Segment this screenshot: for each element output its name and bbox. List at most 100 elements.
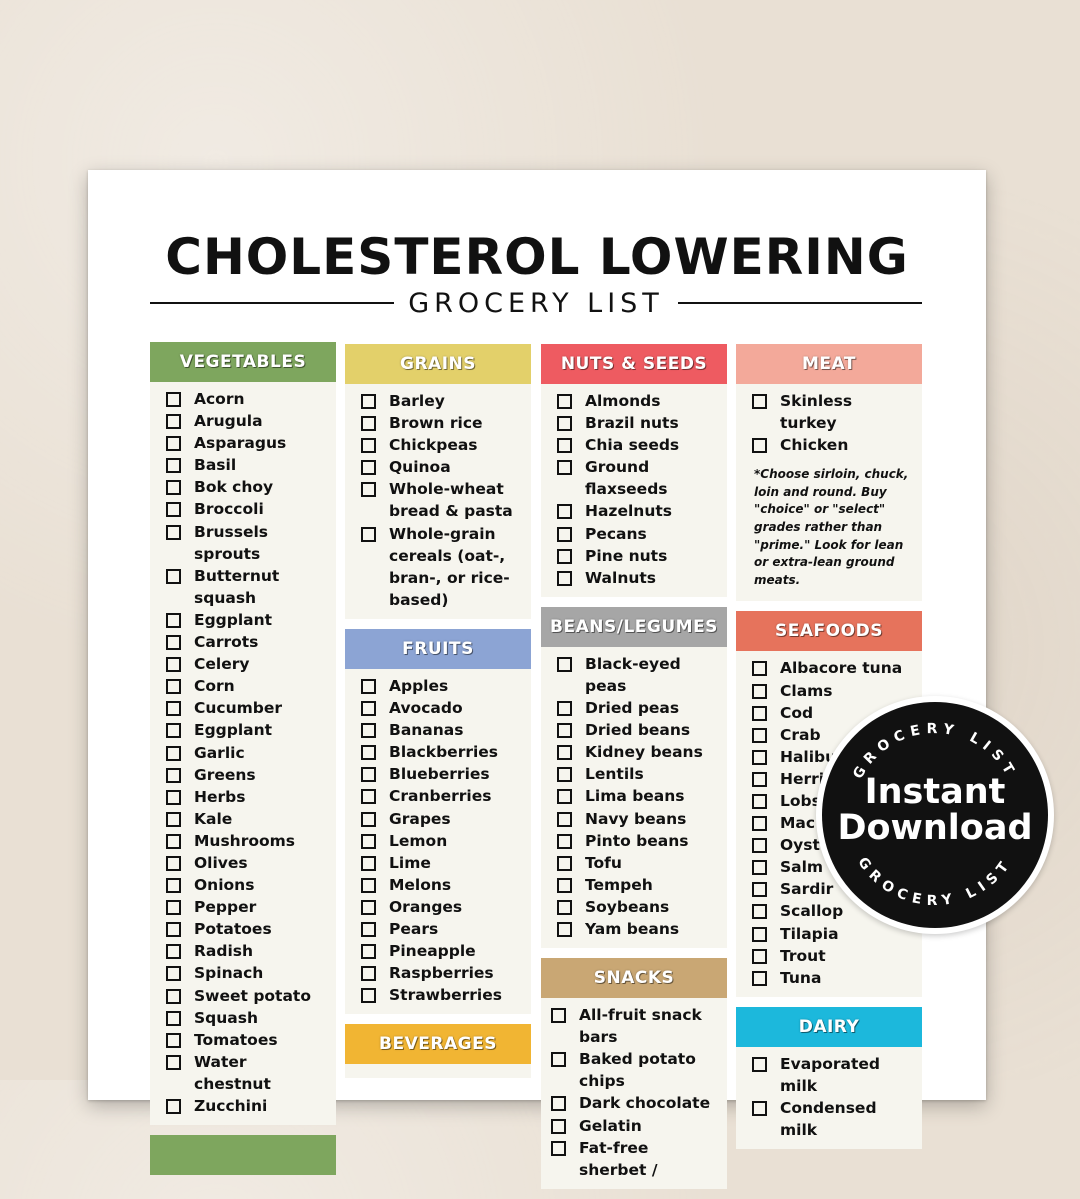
checkbox[interactable] [557,570,572,586]
checkbox[interactable] [361,482,376,498]
checkbox[interactable] [752,882,767,898]
checkbox[interactable] [166,1010,181,1026]
checklist-item[interactable]: Zucchini [164,1095,326,1117]
checklist-item[interactable]: Radish [164,940,326,962]
checklist-item[interactable]: Pepper [164,896,326,918]
checkbox[interactable] [166,745,181,761]
checklist-item[interactable]: Soybeans [555,896,717,918]
checkbox[interactable] [551,1118,566,1134]
checklist-item[interactable]: Tilapia [750,923,912,945]
checkbox[interactable] [166,392,181,407]
checklist-item[interactable]: Pinto beans [555,830,717,852]
checklist-item[interactable]: Cod [750,702,912,724]
checkbox[interactable] [361,526,376,542]
checkbox[interactable] [557,811,572,827]
checklist-item[interactable]: Eggplant [164,719,326,741]
checklist-item[interactable]: Basil [164,454,326,476]
checkbox[interactable] [557,877,572,893]
checkbox[interactable] [551,1008,566,1024]
checklist-item[interactable]: Sardir [750,878,912,900]
checkbox[interactable] [361,811,376,827]
checkbox[interactable] [551,1140,566,1156]
checkbox[interactable] [166,502,181,518]
checklist-item[interactable]: Cucumber [164,697,326,719]
checkbox[interactable] [752,926,767,942]
checkbox[interactable] [166,524,181,540]
checkbox[interactable] [166,900,181,916]
checkbox[interactable] [557,394,572,409]
checklist-item[interactable]: Melons [359,874,521,896]
checkbox[interactable] [166,414,181,430]
checklist-item[interactable]: Lima beans [555,785,717,807]
checkbox[interactable] [557,504,572,520]
checklist-item[interactable]: Whole-grain cereals (oat-, bran-, or ric… [359,523,521,611]
checklist-item[interactable]: Gelatin [549,1115,717,1137]
checkbox[interactable] [166,966,181,982]
checklist-item[interactable]: Acorn [164,388,326,410]
checklist-item[interactable]: Trout [750,945,912,967]
checklist-item[interactable]: Pineapple [359,940,521,962]
checkbox[interactable] [361,966,376,982]
checklist-item[interactable]: Pine nuts [555,545,717,567]
checkbox[interactable] [166,922,181,938]
checklist-item[interactable]: Greens [164,764,326,786]
checkbox[interactable] [752,860,767,876]
checkbox[interactable] [752,970,767,986]
checkbox[interactable] [557,723,572,739]
checklist-item[interactable]: Yam beans [555,918,717,940]
checklist-item[interactable]: Garlic [164,742,326,764]
checklist-item[interactable]: All-fruit snack bars [549,1004,717,1048]
checkbox[interactable] [166,811,181,827]
checklist-item[interactable]: Lemon [359,830,521,852]
checkbox[interactable] [557,745,572,761]
checkbox[interactable] [752,838,767,854]
checkbox[interactable] [166,701,181,717]
checklist-item[interactable]: Dark chocolate [549,1092,717,1114]
checklist-item[interactable]: Potatoes [164,918,326,940]
checkbox[interactable] [166,612,181,628]
checklist-item[interactable]: Butternut squash [164,565,326,609]
checklist-item[interactable]: Walnuts [555,567,717,589]
checkbox[interactable] [166,855,181,871]
checkbox[interactable] [557,416,572,432]
checklist-item[interactable]: Asparagus [164,432,326,454]
checklist-item[interactable]: Sweet potato [164,985,326,1007]
checklist-item[interactable]: Kale [164,808,326,830]
checklist-item[interactable]: Almonds [555,390,717,412]
checklist-item[interactable]: Baked potato chips [549,1048,717,1092]
checkbox[interactable] [752,904,767,920]
checkbox[interactable] [361,416,376,432]
checkbox[interactable] [551,1096,566,1112]
checkbox[interactable] [166,723,181,739]
checklist-item[interactable]: Squash [164,1007,326,1029]
checklist-item[interactable]: Chicken [750,434,912,456]
checklist-item[interactable]: Oyst [750,834,912,856]
checkbox[interactable] [752,727,767,743]
checklist-item[interactable]: Crab [750,724,912,746]
checkbox[interactable] [166,458,181,474]
checkbox[interactable] [166,436,181,452]
checkbox[interactable] [166,1032,181,1048]
checklist-item[interactable]: Blueberries [359,763,521,785]
checklist-item[interactable]: Albacore tuna [750,657,912,679]
checkbox[interactable] [752,438,767,454]
checkbox[interactable] [166,878,181,894]
checklist-item[interactable]: Chickpeas [359,434,521,456]
checklist-item[interactable]: Whole-wheat bread & pasta [359,478,521,522]
checkbox[interactable] [752,705,767,721]
checklist-item[interactable]: Raspberries [359,962,521,984]
checklist-item[interactable]: Water chestnut [164,1051,326,1095]
checkbox[interactable] [166,833,181,849]
checkbox[interactable] [557,767,572,783]
checklist-item[interactable]: Mac [750,812,912,834]
checklist-item[interactable]: Evaporated milk [750,1053,912,1097]
checklist-item[interactable]: Oranges [359,896,521,918]
checkbox[interactable] [361,394,376,409]
checklist-item[interactable]: Grapes [359,808,521,830]
checklist-item[interactable]: Skinless turkey [750,390,912,434]
checkbox[interactable] [557,656,572,672]
checklist-item[interactable]: Condensed milk [750,1097,912,1141]
checklist-item[interactable]: Fat-free sherbet / [549,1137,717,1181]
checkbox[interactable] [557,438,572,454]
checklist-item[interactable]: Navy beans [555,808,717,830]
